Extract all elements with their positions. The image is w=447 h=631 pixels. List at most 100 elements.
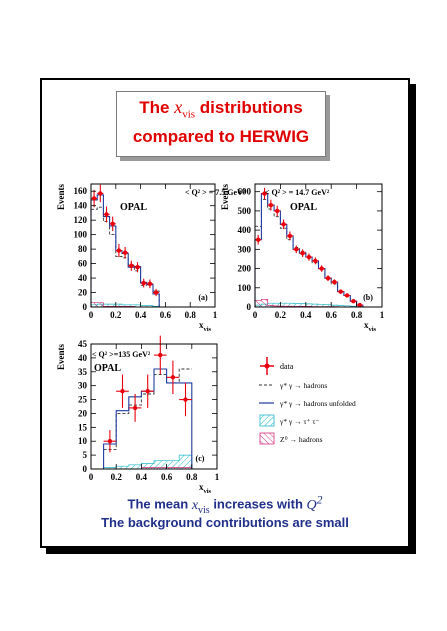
x-axis-label: xvis [199, 320, 212, 333]
footer-math-x: x [191, 497, 199, 513]
title-box: The xvis distributions compared to HERWI… [116, 91, 326, 157]
data-point [158, 352, 163, 358]
panel-b: 0 0.2 0.4 0.6 0.8 1 0 100 200 300 400 500 600 Events x… [220, 183, 385, 333]
footer-line-1: The mean xvis increases with Q2 [40, 493, 410, 515]
data-point [268, 202, 274, 208]
y-tick-label: 160 [74, 186, 88, 196]
footer-math: xvis [191, 497, 210, 516]
title-line-2: compared to HERWIG [132, 127, 310, 146]
legend-z0-label: Z⁰ → hadrons [280, 435, 323, 444]
data-point [357, 302, 362, 308]
title-math-x: x [174, 97, 183, 117]
y-tick-label: 0 [247, 302, 252, 312]
y-tick-label: 400 [238, 225, 252, 235]
title-math: xvis [174, 97, 195, 121]
data-point [116, 248, 122, 253]
x-tick-label: 0.4 [136, 472, 148, 482]
data-point [281, 222, 286, 227]
data-point [145, 389, 150, 394]
tautau-area [103, 454, 193, 470]
y-tick-label: 40 [78, 353, 88, 363]
y-tick-label: 200 [238, 264, 252, 274]
panel-a: 0 0.2 0.4 0.6 0.8 1 0 20 40 60 80 100 120 140 160 Event… [56, 183, 246, 333]
data-point [319, 266, 324, 271]
y-tick-label: 30 [78, 381, 88, 391]
data-point [262, 191, 267, 196]
x-tick-label: 0 [89, 472, 94, 482]
data-point [344, 293, 350, 298]
y-tick-label: 100 [74, 230, 88, 240]
legend-z0-swatch [259, 432, 275, 445]
x-tick-label: 0.2 [111, 472, 123, 482]
data-point [107, 439, 113, 444]
data-point [135, 265, 140, 270]
y-tick-label: 60 [78, 259, 88, 269]
opal-label: OPAL [290, 202, 317, 213]
y-axis-label: Events [56, 184, 66, 211]
y-tick-label: 600 [238, 187, 252, 197]
data-point [98, 191, 103, 196]
data-point [325, 275, 331, 281]
x-tick-label: 1 [215, 472, 220, 482]
x-tick-label: 0.2 [110, 310, 122, 320]
data-point [104, 212, 109, 217]
footer-math2: Q2 [306, 493, 323, 513]
legend-data-marker [260, 357, 274, 375]
panel-label: (c) [196, 454, 205, 463]
data-point [300, 250, 305, 256]
y-tick-label: 35 [78, 367, 88, 377]
y-axis-label: Events [220, 184, 230, 211]
legend: data γ* γ → hadrons γ* γ → hadrons unfol… [259, 357, 356, 445]
x-tick-label: 0.2 [275, 310, 287, 320]
data-point [287, 233, 293, 239]
q2-annotation: < Q² >=135 GeV² [92, 350, 151, 359]
panel-c: 0 0.2 0.4 0.6 0.8 1051015202530354045Eventsxv… [56, 335, 220, 495]
opal-label: OPAL [94, 363, 121, 374]
data-point [132, 405, 138, 411]
y-tick-label: 100 [238, 283, 252, 293]
data-point [141, 280, 146, 286]
y-tick-label: 25 [78, 395, 88, 405]
x-axis-label: xvis [364, 320, 377, 333]
y-tick-label: 5 [83, 450, 88, 460]
herwig-histogram [255, 198, 363, 306]
title-math-sub: vis [182, 108, 196, 121]
footer-math-q: Q [306, 497, 317, 513]
legend-tautau-swatch [259, 414, 275, 427]
y-tick-label: 20 [78, 408, 88, 418]
data-point [351, 299, 356, 304]
x-tick-label: 1 [213, 310, 218, 320]
y-axis-label: Events [56, 344, 66, 371]
footer-math-sup: 2 [316, 493, 323, 506]
q2-annotation: < Q² > = 7.5 GeV² [185, 188, 246, 197]
legend-tautau-label: γ* γ → τ⁺ τ⁻ [279, 417, 319, 426]
plot-frame [254, 183, 383, 308]
plot-frame [90, 183, 216, 308]
legend-herwig-label: γ* γ → hadrons [279, 381, 327, 390]
y-tick-label: 140 [74, 201, 88, 211]
unfolded-histogram [90, 194, 166, 308]
data-point [122, 250, 128, 255]
x-tick-label: 0.6 [326, 310, 338, 320]
data-point [255, 237, 261, 242]
data-point [120, 389, 125, 394]
x-axis-label-sub: vis [368, 326, 376, 333]
y-tick-label: 40 [78, 273, 88, 283]
y-tick-label: 10 [78, 436, 88, 446]
title-prefix: The [139, 98, 175, 117]
legend-unfolded-label: γ* γ → hadrons unfolded [279, 399, 356, 408]
data-point [313, 258, 318, 264]
data-point [183, 397, 188, 402]
data-point [275, 208, 280, 214]
plot-frame [90, 343, 218, 470]
y-tick-label: 80 [78, 244, 88, 254]
y-tick-label: 45 [78, 339, 88, 349]
data-point [294, 247, 299, 252]
x-tick-label: 0.4 [300, 310, 312, 320]
y-tick-label: 120 [74, 215, 88, 225]
footer-line-2: The background contributions are small [101, 515, 349, 530]
herwig-histogram [91, 206, 166, 308]
data-point [170, 375, 176, 380]
x-axis-label-sub: vis [203, 326, 211, 333]
x-tick-label: 0.6 [161, 472, 173, 482]
